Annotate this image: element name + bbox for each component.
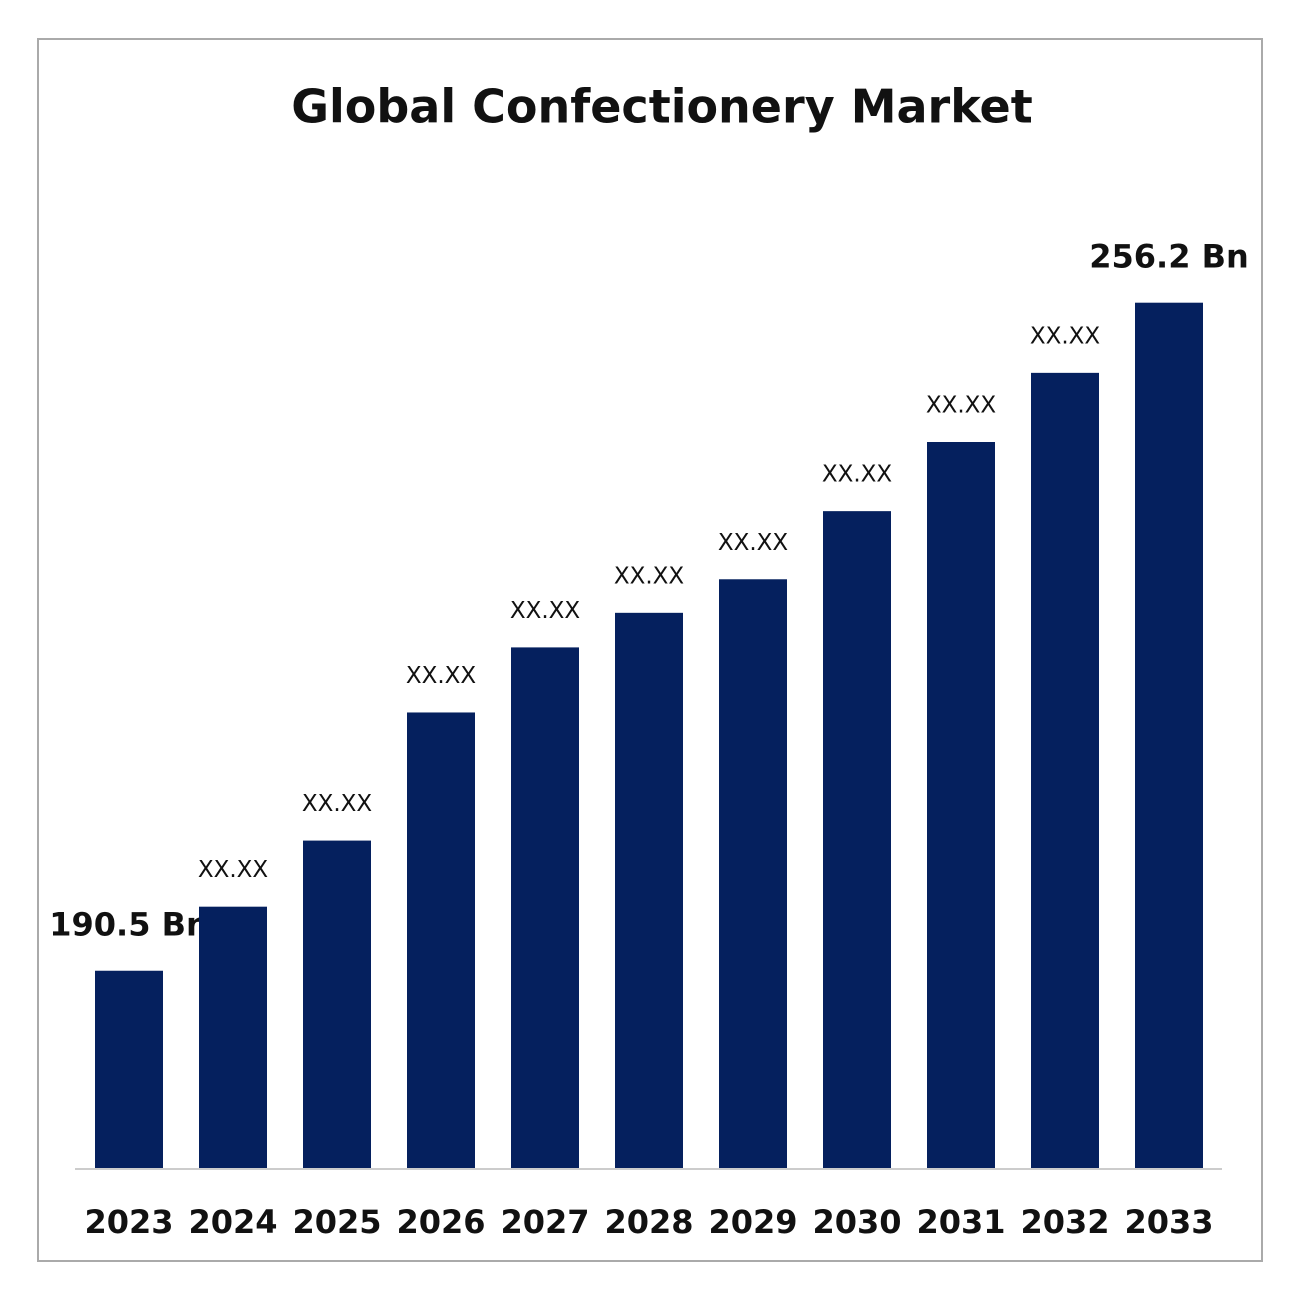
value-label: XX.XX xyxy=(1030,323,1101,349)
x-tick-label: 2032 xyxy=(1020,1203,1109,1241)
value-label: 256.2 Bn xyxy=(1089,238,1249,276)
x-tick-label: 2024 xyxy=(188,1203,277,1241)
frame xyxy=(37,38,1263,1262)
bar xyxy=(1135,302,1203,1168)
bar xyxy=(199,906,267,1168)
x-tick-label: 2023 xyxy=(84,1203,173,1241)
x-tick-label: 2031 xyxy=(916,1203,1005,1241)
bar xyxy=(615,612,683,1168)
bar xyxy=(823,511,891,1169)
value-label: XX.XX xyxy=(926,393,997,419)
value-label: XX.XX xyxy=(406,663,477,689)
value-label: 190.5 Bn xyxy=(49,906,209,944)
x-tick-label: 2030 xyxy=(812,1203,901,1241)
value-label: XX.XX xyxy=(302,791,373,817)
value-label: XX.XX xyxy=(614,563,685,589)
x-tick-label: 2033 xyxy=(1124,1203,1213,1241)
bar xyxy=(511,647,579,1168)
value-label: XX.XX xyxy=(822,462,893,488)
bar xyxy=(719,579,787,1168)
x-tick-label: 2027 xyxy=(500,1203,589,1241)
bar xyxy=(407,712,475,1168)
chart-title: Global Confectionery Market xyxy=(291,80,1033,134)
bar xyxy=(927,442,995,1168)
x-tick-label: 2028 xyxy=(604,1203,693,1241)
x-tick-label: 2026 xyxy=(396,1203,485,1241)
value-label: XX.XX xyxy=(718,530,789,556)
bar xyxy=(303,840,371,1168)
value-label: XX.XX xyxy=(510,598,581,624)
x-tick-label: 2025 xyxy=(292,1203,381,1241)
value-label: XX.XX xyxy=(198,857,269,883)
bar xyxy=(95,970,163,1168)
x-tick-label: 2029 xyxy=(708,1203,797,1241)
bar xyxy=(1031,372,1099,1168)
